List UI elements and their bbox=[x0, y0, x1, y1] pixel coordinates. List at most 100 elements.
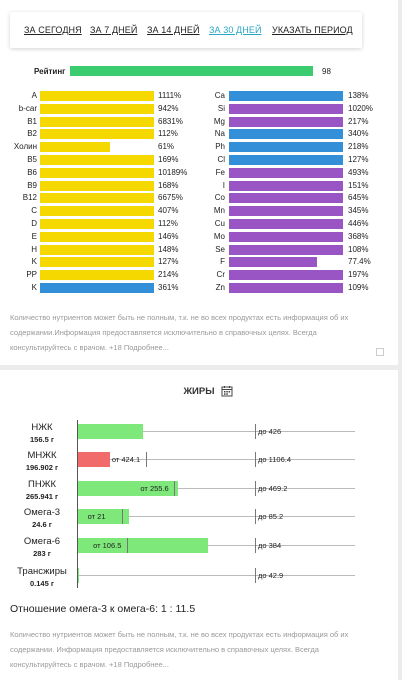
period-today-link[interactable]: ЗА СЕГОДНЯ bbox=[24, 25, 82, 35]
vitamins-label: B9 bbox=[27, 180, 37, 190]
fat-high-value: до 85.2 bbox=[258, 512, 284, 521]
fat-track-line bbox=[78, 575, 355, 576]
minerals-label: Mo bbox=[213, 231, 225, 241]
vitamins-label: B5 bbox=[27, 155, 37, 164]
fat-high-value: до 469.2 bbox=[258, 484, 288, 493]
vitamins-label: H bbox=[31, 244, 37, 254]
fat-bar bbox=[78, 452, 110, 467]
minerals-bar bbox=[229, 142, 343, 153]
minerals-value: 127% bbox=[348, 155, 369, 164]
vitamins-row: H 148% bbox=[0, 244, 398, 256]
fat-low-mark bbox=[145, 452, 147, 467]
vitamins-value: 61% bbox=[158, 142, 175, 152]
vitamins-label: K bbox=[31, 257, 37, 267]
vitamins-bar bbox=[40, 103, 154, 114]
fat-name: Омега-6 bbox=[23, 536, 61, 547]
minerals-bar bbox=[229, 180, 343, 191]
fat-track-line bbox=[78, 488, 355, 489]
fat-bar bbox=[78, 481, 179, 496]
vitamins-value: 942% bbox=[158, 103, 179, 113]
minerals-value: 1020% bbox=[348, 103, 373, 113]
minerals-row: Fe 493% bbox=[0, 167, 398, 179]
fat-low-value: от 21 bbox=[87, 512, 106, 521]
fat-amount: 24.6 г bbox=[32, 520, 52, 529]
minerals-value: 77.4% bbox=[348, 257, 371, 267]
period-14-days-link[interactable]: ЗА 14 ДНЕЙ bbox=[147, 25, 200, 35]
fat-bar bbox=[78, 568, 79, 583]
minerals-bar bbox=[229, 193, 343, 204]
vitamins-row: B1 6831% bbox=[0, 116, 398, 128]
minerals-label: Si bbox=[217, 103, 225, 113]
vitamins-bar bbox=[40, 193, 154, 204]
rating-label: Рейтинг bbox=[34, 67, 66, 76]
fat-amount: 156.5 г bbox=[30, 435, 54, 444]
vitamins-row: D 112% bbox=[0, 218, 398, 230]
fat-low-mark bbox=[121, 509, 123, 524]
fats-axis bbox=[77, 420, 78, 588]
fat-track-line bbox=[78, 516, 355, 517]
vitamins-row: PP 214% bbox=[0, 269, 398, 281]
fats-card: ЖИРЫ НЖК 156.5 г до 426 МНЖК 196.902 г от 424… bbox=[0, 370, 398, 680]
fat-amount: 196.902 г bbox=[25, 463, 59, 472]
fat-high-value: до 426 bbox=[258, 427, 282, 436]
fat-bar bbox=[78, 509, 130, 524]
minerals-bar bbox=[229, 244, 343, 255]
fat-low-mark bbox=[127, 538, 129, 553]
fat-high-value: до 1106.4 bbox=[258, 455, 292, 464]
vitamins-value: 146% bbox=[158, 231, 179, 241]
minerals-value: 109% bbox=[348, 283, 369, 292]
vitamins-row: B12 6675% bbox=[0, 192, 398, 204]
vitamins-label: b-car bbox=[18, 103, 37, 113]
vitamins-label: B12 bbox=[22, 193, 37, 203]
vitamins-label: E bbox=[31, 231, 37, 241]
fat-name: НЖК bbox=[31, 422, 53, 433]
period-custom-link[interactable]: УКАЗАТЬ ПЕРИОД bbox=[272, 25, 353, 35]
minerals-row: F 77.4% bbox=[0, 256, 398, 268]
fat-high-mark bbox=[255, 481, 256, 496]
minerals-label: Cr bbox=[216, 270, 225, 280]
vitamins-value: 407% bbox=[158, 206, 179, 216]
fat-high-mark bbox=[255, 424, 256, 439]
vitamins-bar bbox=[40, 257, 154, 268]
period-30-days-link[interactable]: ЗА 30 ДНЕЙ bbox=[209, 25, 262, 35]
vitamins-bar bbox=[40, 167, 154, 178]
minerals-label: F bbox=[220, 257, 225, 267]
minerals-label: Ca bbox=[214, 91, 225, 100]
period-7-days-link[interactable]: ЗА 7 ДНЕЙ bbox=[90, 25, 138, 35]
minerals-bar bbox=[229, 231, 343, 242]
vitamins-value: 112% bbox=[158, 219, 178, 228]
vitamins-row: B6 10189% bbox=[0, 167, 398, 179]
vitamins-bar bbox=[40, 283, 154, 293]
minerals-bar bbox=[229, 270, 343, 281]
vitamins-bar bbox=[40, 91, 154, 101]
minerals-bar bbox=[229, 219, 343, 229]
fat-name: МНЖК bbox=[27, 450, 57, 461]
minerals-label: Zn bbox=[215, 283, 225, 292]
disclaimer-text: Количество нутриентов может быть не полн… bbox=[10, 313, 349, 352]
fat-high-value: до 384 bbox=[258, 541, 282, 550]
fat-amount: 0.145 г bbox=[30, 579, 54, 588]
vitamins-value: 10189% bbox=[158, 167, 188, 177]
vitamins-value: 214% bbox=[158, 270, 179, 280]
vitamins-row: K 361% bbox=[0, 282, 398, 294]
fat-low-mark bbox=[174, 481, 176, 496]
omega-ratio-text: Отношение омега-3 к омега-6: 1 : 11.5 bbox=[10, 603, 196, 615]
minerals-value: 218% bbox=[348, 142, 369, 152]
minerals-label: Co bbox=[214, 193, 225, 203]
minerals-row: Ph 218% bbox=[0, 141, 398, 153]
scroll-indicator bbox=[376, 348, 384, 356]
minerals-row: Ca 138% bbox=[0, 90, 398, 102]
nutrients-card: ЗА СЕГОДНЯ ЗА 7 ДНЕЙ ЗА 14 ДНЕЙ ЗА 30 ДН… bbox=[0, 0, 398, 365]
minerals-value: 368% bbox=[348, 231, 369, 241]
vitamins-value: 148% bbox=[158, 244, 179, 254]
minerals-value: 138% bbox=[348, 91, 369, 100]
calendar-icon[interactable] bbox=[221, 385, 233, 397]
vitamins-bar bbox=[40, 206, 154, 217]
vitamins-bar bbox=[40, 231, 154, 242]
minerals-bar bbox=[229, 206, 343, 217]
minerals-row: Si 1020% bbox=[0, 103, 398, 115]
vitamins-value: 127% bbox=[158, 257, 179, 267]
minerals-bar bbox=[229, 283, 343, 293]
minerals-value: 108% bbox=[348, 244, 369, 254]
minerals-row: Cr 197% bbox=[0, 269, 398, 281]
